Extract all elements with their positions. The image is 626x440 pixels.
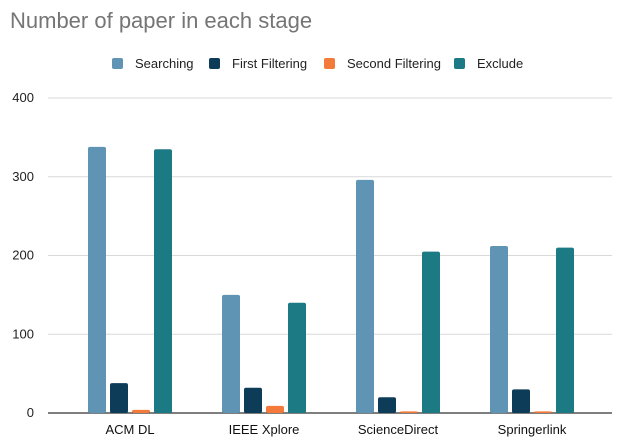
bar-second-filtering-acm-dl: [132, 409, 150, 413]
bar-first-filtering-springerlink: [512, 389, 530, 413]
bar-searching-ieee-xplore: [222, 294, 240, 413]
bar-second-filtering-ieee-xplore: [266, 405, 284, 413]
x-tick-label: ScienceDirect: [358, 422, 439, 437]
bar-first-filtering-acm-dl: [110, 383, 128, 413]
x-tick-label: IEEE Xplore: [229, 422, 300, 437]
x-axis-labels: ACM DL IEEE Xplore ScienceDirect Springerli…: [105, 422, 566, 437]
x-tick-label: Springerlink: [498, 422, 567, 437]
bar-exclude-springerlink: [556, 247, 574, 413]
bar-exclude-ieee-xplore: [288, 302, 306, 413]
y-tick-label: 200: [12, 248, 34, 263]
legend-label: Exclude: [477, 56, 523, 71]
legend-label: First Filtering: [232, 56, 307, 71]
legend-label: Searching: [135, 56, 194, 71]
legend-label: Second Filtering: [347, 56, 441, 71]
bar-searching-springerlink: [490, 246, 508, 413]
y-tick-label: 100: [12, 326, 34, 341]
bar-searching-acm-dl: [88, 146, 106, 413]
bar-searching-sciencedirect: [356, 179, 374, 413]
legend-swatch: [112, 58, 123, 69]
bar-second-filtering-springerlink: [534, 411, 552, 413]
x-tick-label: ACM DL: [105, 422, 154, 437]
bar-exclude-sciencedirect: [422, 251, 440, 413]
legend-swatch: [454, 58, 465, 69]
legend-swatch: [209, 58, 220, 69]
legend: Searching First Filtering Second Filtering…: [112, 56, 523, 71]
y-tick-label: 300: [12, 169, 34, 184]
bar-first-filtering-ieee-xplore: [244, 387, 262, 413]
y-axis-ticks: 0 100 200 300 400: [12, 90, 34, 420]
legend-swatch: [324, 58, 335, 69]
gridlines: [48, 97, 612, 414]
bars: [88, 146, 574, 413]
bar-first-filtering-sciencedirect: [378, 397, 396, 413]
bar-exclude-acm-dl: [154, 149, 172, 413]
chart-title: Number of paper in each stage: [10, 8, 313, 33]
y-tick-label: 0: [27, 405, 34, 420]
y-tick-label: 400: [12, 90, 34, 105]
bar-second-filtering-sciencedirect: [400, 411, 418, 413]
